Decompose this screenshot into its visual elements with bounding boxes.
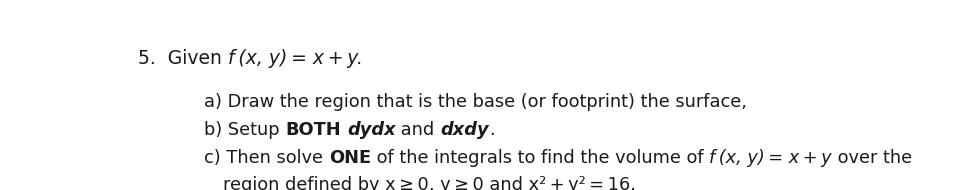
Text: of the integrals to find the volume of: of the integrals to find the volume of bbox=[371, 149, 710, 167]
Text: dxdy: dxdy bbox=[440, 121, 489, 139]
Text: 5.  Given: 5. Given bbox=[138, 49, 227, 68]
Text: region defined by x ≥ 0, y ≥ 0 and x² + y² = 16.: region defined by x ≥ 0, y ≥ 0 and x² + … bbox=[223, 176, 636, 190]
Text: over the: over the bbox=[832, 149, 912, 167]
Text: f (x, y) = x + y: f (x, y) = x + y bbox=[710, 149, 832, 167]
Text: a) Draw the region that is the base (or footprint) the surface,: a) Draw the region that is the base (or … bbox=[204, 93, 748, 111]
Text: .: . bbox=[489, 121, 495, 139]
Text: dydx: dydx bbox=[347, 121, 395, 139]
Text: f (x, y) = x + y.: f (x, y) = x + y. bbox=[227, 49, 363, 68]
Text: BOTH: BOTH bbox=[286, 121, 341, 139]
Text: c) Then solve: c) Then solve bbox=[204, 149, 329, 167]
Text: and: and bbox=[395, 121, 440, 139]
Text: ONE: ONE bbox=[329, 149, 371, 167]
Text: b) Setup: b) Setup bbox=[204, 121, 286, 139]
